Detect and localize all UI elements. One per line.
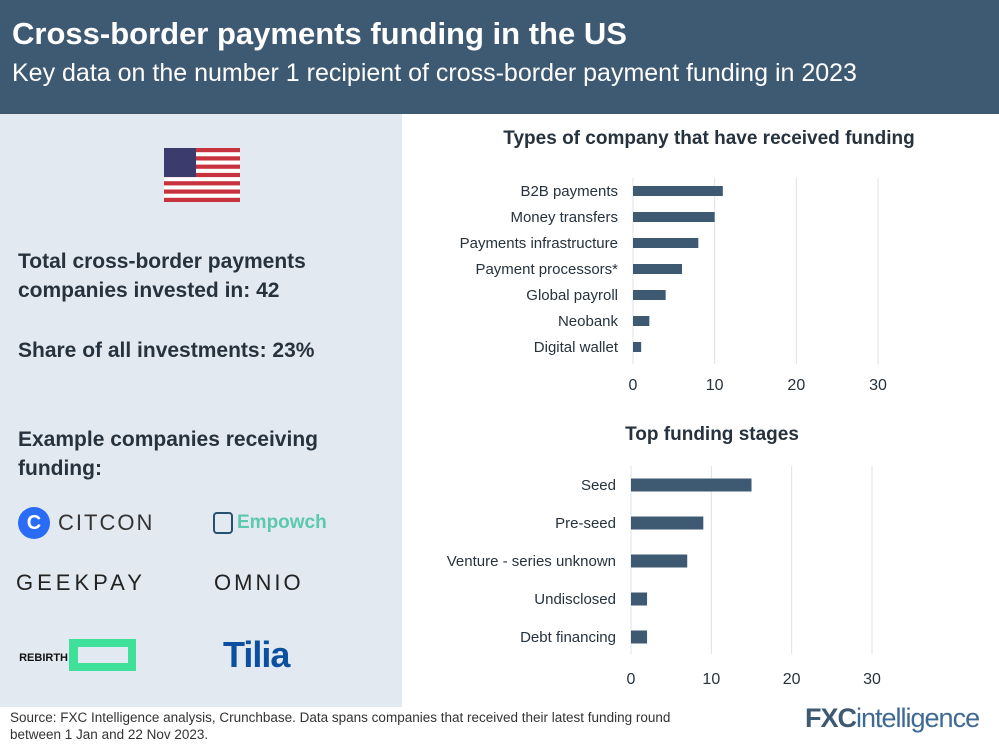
- chart-title: Top funding stages: [625, 424, 799, 445]
- stat-line: Total cross-border payments: [18, 250, 306, 273]
- fxc-intelligence-logo: FXCintelligence: [805, 703, 980, 734]
- category-label: Money transfers: [510, 209, 618, 226]
- source-note: Source: FXC Intelligence analysis, Crunc…: [10, 709, 670, 743]
- logo-text: REBIRTH: [19, 652, 68, 664]
- funding-stages-chart: Top funding stages 0 10 20 30 Seed Pre-seed Ven…: [447, 424, 881, 688]
- empowch-logo: Empowch: [213, 512, 327, 534]
- total-companies-stat: Total cross-border payments companies in…: [18, 247, 306, 305]
- source-line: Source: FXC Intelligence analysis, Crunc…: [10, 710, 671, 725]
- x-tick-label: 10: [706, 377, 724, 394]
- logo-text: CITCON: [58, 510, 155, 535]
- omnio-logo: OMNIO: [214, 570, 304, 595]
- x-tick-label: 20: [787, 377, 805, 394]
- category-label: Venture - series unknown: [447, 553, 616, 570]
- x-tick-label: 20: [783, 671, 801, 688]
- category-label: Seed: [581, 477, 616, 494]
- bar: [633, 238, 699, 248]
- tilia-logo: Tilia: [223, 634, 290, 675]
- bar: [633, 342, 642, 352]
- bar: [633, 264, 682, 274]
- bar: [631, 478, 752, 492]
- header: Cross-border payments funding in the US …: [0, 0, 999, 114]
- category-label: Payments infrastructure: [460, 235, 618, 252]
- category-label: Digital wallet: [534, 339, 619, 356]
- examples-heading: Example companies receiving funding:: [18, 425, 318, 483]
- x-tick-label: 30: [869, 377, 887, 394]
- category-label: Global payroll: [526, 287, 618, 304]
- category-label: Payment processors*: [475, 261, 618, 278]
- citcon-logo: C CITCON: [18, 507, 154, 539]
- bar: [631, 554, 688, 568]
- x-tick-label: 0: [627, 671, 636, 688]
- category-label: Undisclosed: [534, 591, 616, 608]
- bar: [631, 630, 648, 644]
- x-tick-label: 30: [863, 671, 881, 688]
- source-line: between 1 Jan and 22 Nov 2023.: [10, 727, 209, 742]
- category-label: Pre-seed: [555, 515, 616, 532]
- category-label: Neobank: [558, 313, 619, 330]
- summary-panel: Total cross-border payments companies in…: [0, 114, 402, 707]
- heading-line: Example companies receiving: [18, 428, 318, 451]
- chart-title: Types of company that have received fund…: [503, 128, 914, 149]
- category-label: Debt financing: [520, 629, 616, 646]
- logo-text: Empowch: [237, 512, 327, 534]
- page-title: Cross-border payments funding in the US: [12, 16, 627, 51]
- rebirth-logo: REBIRTH: [18, 639, 136, 671]
- bar: [631, 592, 648, 606]
- category-label: B2B payments: [520, 183, 618, 200]
- us-flag-icon: [164, 148, 240, 202]
- citcon-icon: C: [18, 507, 50, 539]
- company-types-chart: Types of company that have received fund…: [460, 128, 915, 394]
- bar: [633, 212, 715, 222]
- bar: [633, 316, 650, 326]
- bar: [631, 516, 704, 530]
- geekpay-logo: GEEKPAY: [16, 570, 146, 595]
- share-stat: Share of all investments: 23%: [18, 339, 315, 362]
- bar: [633, 186, 723, 196]
- heading-line: funding:: [18, 457, 102, 480]
- logo-text: FXC: [805, 703, 857, 733]
- page-subtitle: Key data on the number 1 recipient of cr…: [12, 59, 857, 87]
- bar: [633, 290, 666, 300]
- x-tick-label: 0: [629, 377, 638, 394]
- rebirth-mark: [78, 647, 128, 663]
- x-tick-label: 10: [702, 671, 720, 688]
- empowch-icon: [213, 512, 233, 534]
- logo-text: intelligence: [856, 703, 980, 733]
- stat-line: companies invested in: 42: [18, 279, 280, 302]
